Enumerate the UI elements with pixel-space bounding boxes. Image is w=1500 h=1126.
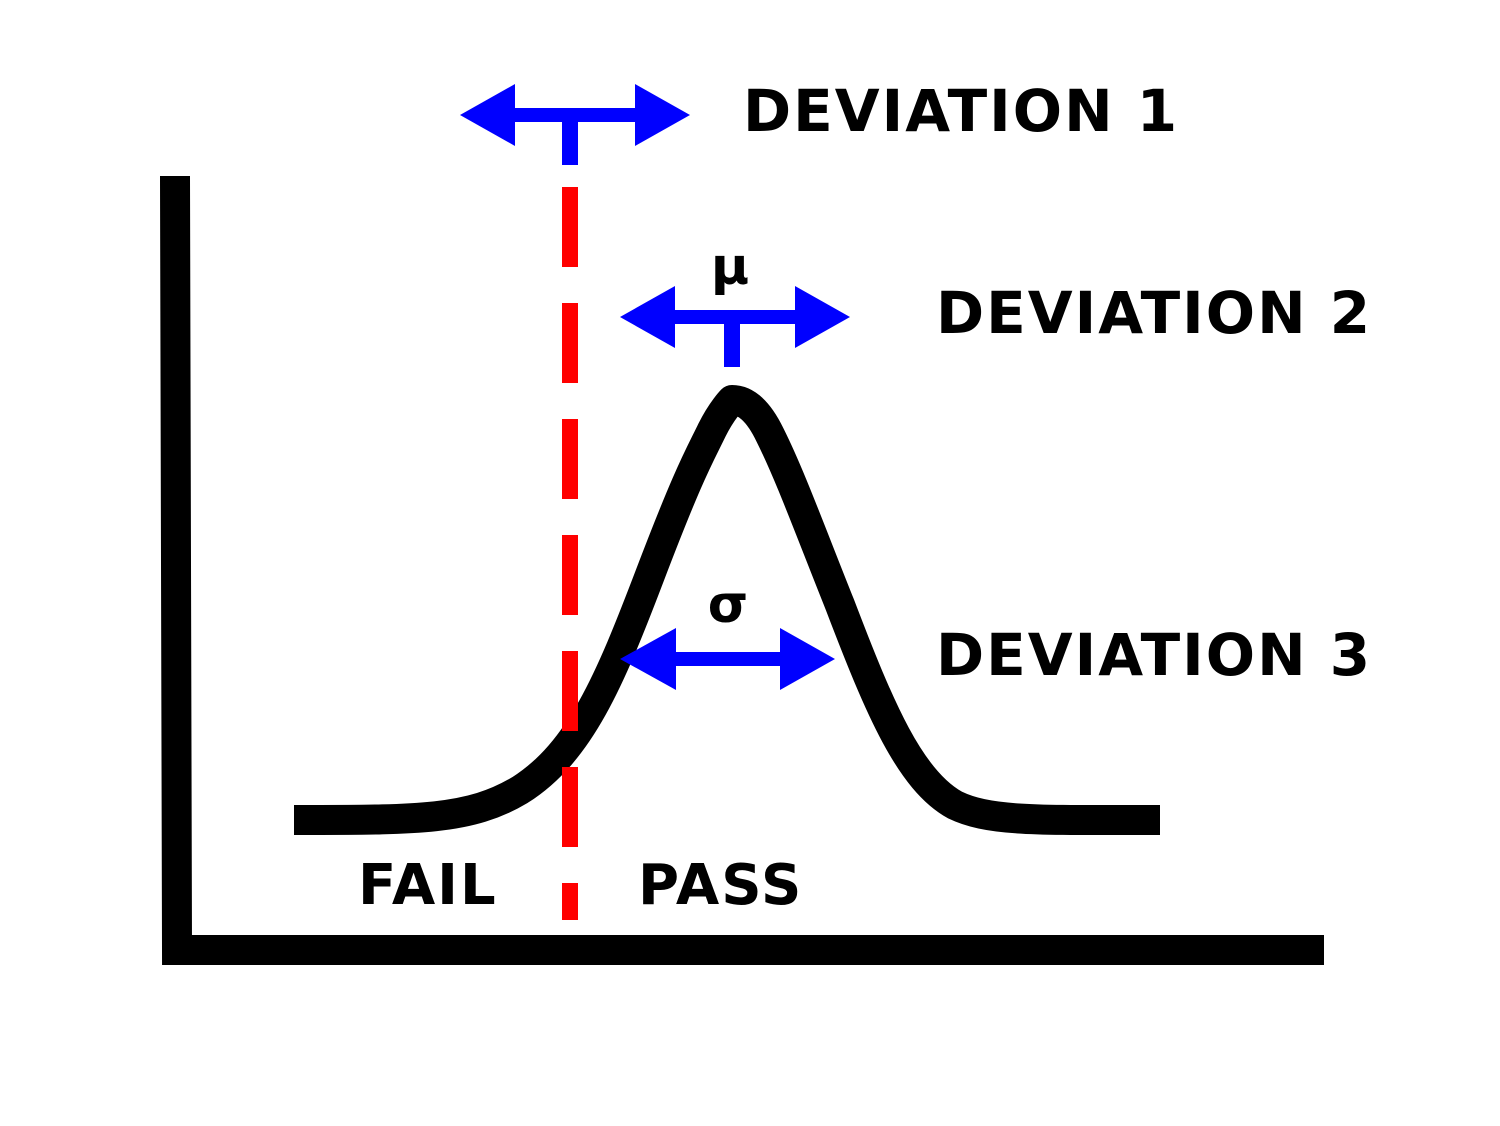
mu-label: μ (711, 237, 749, 297)
pass-label: PASS (638, 853, 803, 918)
bell-curve (293, 385, 1161, 836)
deviation-2-arrow-icon (620, 286, 850, 367)
deviation-1-label: DEVIATION 1 (743, 77, 1179, 145)
deviation-2-label: DEVIATION 2 (936, 279, 1372, 347)
deviation-3-arrow-icon (620, 628, 835, 690)
axes (160, 175, 1324, 965)
deviation-3-label: DEVIATION 3 (936, 621, 1372, 689)
deviation-1-arrow-icon (460, 84, 690, 165)
fail-label: FAIL (358, 853, 498, 918)
sigma-label: σ (708, 575, 749, 635)
